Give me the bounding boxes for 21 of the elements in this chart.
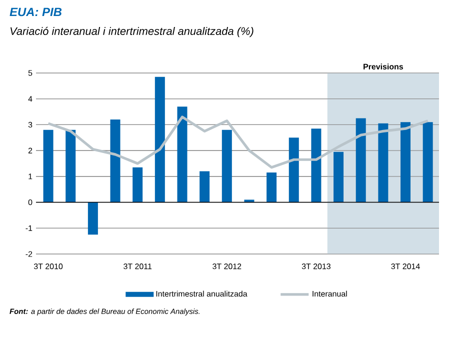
bar bbox=[66, 130, 76, 202]
bar bbox=[334, 152, 344, 202]
bar bbox=[200, 171, 210, 202]
bar bbox=[266, 172, 277, 202]
bar bbox=[222, 130, 232, 202]
bar bbox=[110, 120, 120, 202]
bar bbox=[154, 76, 165, 202]
chart-subtitle: Variació interanual i intertrimestral anualitzada (%) bbox=[10, 26, 254, 38]
chart-title: EUA: PIB bbox=[10, 8, 62, 16]
line-series bbox=[46, 116, 430, 169]
bar bbox=[400, 122, 411, 202]
bar bbox=[244, 200, 254, 202]
bar bbox=[132, 167, 143, 202]
bar bbox=[356, 118, 366, 202]
bar bbox=[88, 202, 98, 235]
bar bbox=[422, 122, 433, 202]
bar bbox=[378, 123, 388, 202]
bar bbox=[288, 138, 299, 202]
bar bbox=[43, 130, 54, 202]
bar bbox=[177, 106, 188, 202]
bar bbox=[311, 128, 322, 202]
